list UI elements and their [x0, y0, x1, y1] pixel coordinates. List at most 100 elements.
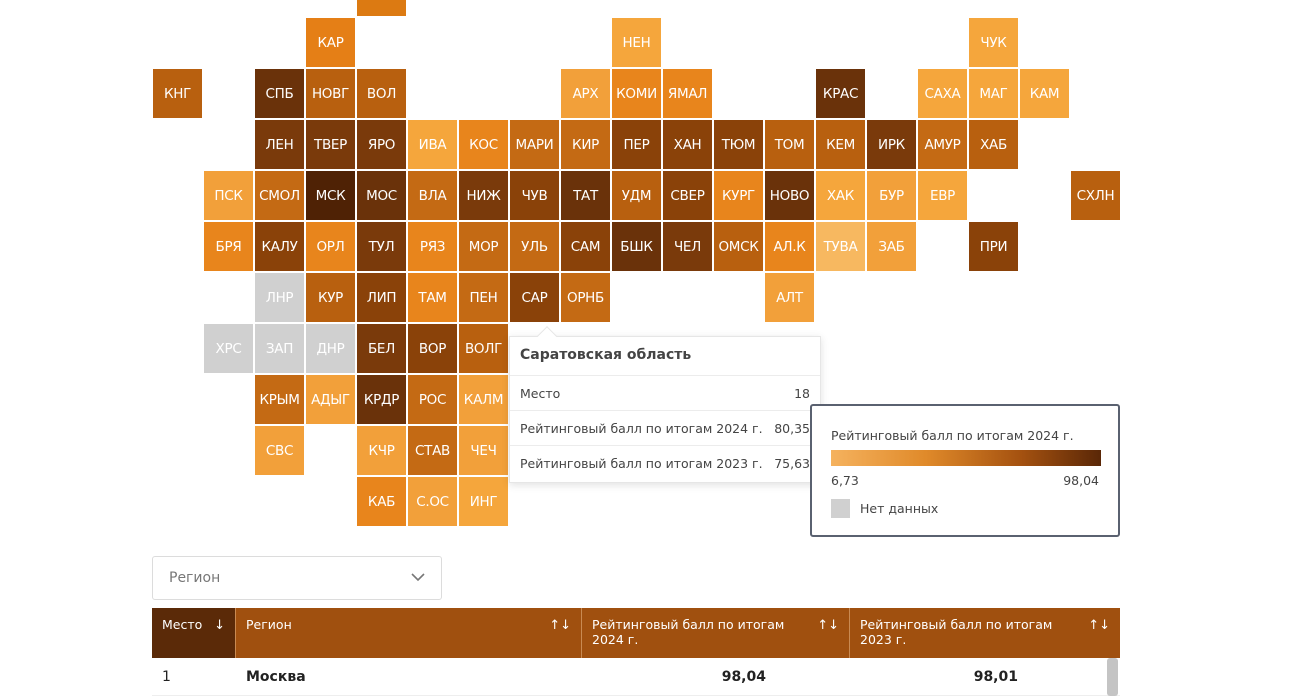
region-tile-irk[interactable]: ИРК [867, 120, 916, 169]
region-tile-bshk[interactable]: БШК [612, 222, 661, 271]
region-tile-ing[interactable]: ИНГ [459, 477, 508, 526]
region-tile-ornb[interactable]: ОРНБ [561, 273, 610, 322]
region-tile-yamal[interactable]: ЯМАЛ [663, 69, 712, 118]
region-tile-brya[interactable]: БРЯ [204, 222, 253, 271]
chevron-down-icon [411, 573, 425, 582]
region-tile-krdr[interactable]: КРДР [357, 375, 406, 424]
region-tile-orl[interactable]: ОРЛ [306, 222, 355, 271]
region-tile-volg[interactable]: ВОЛГ [459, 324, 508, 373]
region-tile-kur[interactable]: КУР [306, 273, 355, 322]
region-tile-alk[interactable]: АЛ.К [765, 222, 814, 271]
region-tile-vla[interactable]: ВЛА [408, 171, 457, 220]
region-tile-alt[interactable]: АЛТ [765, 273, 814, 322]
region-tile-tuva[interactable]: ТУВА [816, 222, 865, 271]
region-tile-spb[interactable]: СПБ [255, 69, 304, 118]
region-tile-krym[interactable]: КРЫМ [255, 375, 304, 424]
region-tile-tam[interactable]: ТАМ [408, 273, 457, 322]
region-tile-novg[interactable]: НОВГ [306, 69, 355, 118]
region-tile-top[interactable] [357, 0, 406, 16]
region-tile-mor[interactable]: МОР [459, 222, 508, 271]
header-region[interactable]: Регион ↑↓ [236, 608, 582, 658]
region-tile-per[interactable]: ПЕР [612, 120, 661, 169]
region-tile-shln[interactable]: СХЛН [1071, 171, 1120, 220]
region-tile-nen[interactable]: НЕН [612, 18, 661, 67]
region-tile-hab[interactable]: ХАБ [969, 120, 1018, 169]
region-tile-tyum[interactable]: ТЮМ [714, 120, 763, 169]
header-place[interactable]: Место ↓ [152, 608, 236, 658]
region-tile-kchr[interactable]: КЧР [357, 426, 406, 475]
cell-score-2024: 98,04 [721, 668, 766, 685]
region-tile-tver[interactable]: ТВЕР [306, 120, 355, 169]
region-tile-evr[interactable]: ЕВР [918, 171, 967, 220]
region-tile-len[interactable]: ЛЕН [255, 120, 304, 169]
region-tile-iva[interactable]: ИВА [408, 120, 457, 169]
region-tile-kng[interactable]: КНГ [153, 69, 202, 118]
region-tile-udm[interactable]: УДМ [612, 171, 661, 220]
table-row[interactable]: 1 Москва 98,04 98,01 [152, 658, 1120, 696]
region-tile-arh[interactable]: АРХ [561, 69, 610, 118]
region-tile-vor[interactable]: ВОР [408, 324, 457, 373]
region-tile-smol[interactable]: СМОЛ [255, 171, 304, 220]
region-tile-novo[interactable]: НОВО [765, 171, 814, 220]
region-tile-stav[interactable]: СТАВ [408, 426, 457, 475]
region-tile-kab[interactable]: КАБ [357, 477, 406, 526]
region-tile-kalm[interactable]: КАЛМ [459, 375, 508, 424]
region-tile-ul[interactable]: УЛЬ [510, 222, 559, 271]
region-tile-kalu[interactable]: КАЛУ [255, 222, 304, 271]
region-tile-lip[interactable]: ЛИП [357, 273, 406, 322]
region-tile-omsk[interactable]: ОМСК [714, 222, 763, 271]
region-select[interactable]: Регион [152, 556, 442, 600]
region-tile-hrs[interactable]: ХРС [204, 324, 253, 373]
region-tile-saha[interactable]: САХА [918, 69, 967, 118]
region-tile-chel[interactable]: ЧЕЛ [663, 222, 712, 271]
tooltip-label: Место [520, 385, 561, 401]
sort-icon: ↓ [214, 618, 225, 633]
region-tile-pri[interactable]: ПРИ [969, 222, 1018, 271]
region-tile-kar[interactable]: КАР [306, 18, 355, 67]
region-tile-msk[interactable]: МСК [306, 171, 355, 220]
legend-gradient-bar [831, 450, 1101, 466]
region-tile-yaro[interactable]: ЯРО [357, 120, 406, 169]
region-tile-mag[interactable]: МАГ [969, 69, 1018, 118]
region-tile-chech[interactable]: ЧЕЧ [459, 426, 508, 475]
region-tile-mos[interactable]: МОС [357, 171, 406, 220]
region-tile-bel[interactable]: БЕЛ [357, 324, 406, 373]
region-tile-sam[interactable]: САМ [561, 222, 610, 271]
region-tile-ryaz[interactable]: РЯЗ [408, 222, 457, 271]
region-tile-zap[interactable]: ЗАП [255, 324, 304, 373]
table-scrollbar[interactable] [1107, 658, 1118, 696]
region-tile-chuv[interactable]: ЧУВ [510, 171, 559, 220]
region-tile-kras[interactable]: КРАС [816, 69, 865, 118]
region-tile-han[interactable]: ХАН [663, 120, 712, 169]
region-tile-bur[interactable]: БУР [867, 171, 916, 220]
region-tile-pen[interactable]: ПЕН [459, 273, 508, 322]
region-tile-hak[interactable]: ХАК [816, 171, 865, 220]
region-tile-komi[interactable]: КОМИ [612, 69, 661, 118]
region-tile-kem[interactable]: КЕМ [816, 120, 865, 169]
region-tile-kos[interactable]: КОС [459, 120, 508, 169]
region-tile-sos[interactable]: С.ОС [408, 477, 457, 526]
region-tile-kurg[interactable]: КУРГ [714, 171, 763, 220]
region-tile-lnr[interactable]: ЛНР [255, 273, 304, 322]
region-tile-chuk[interactable]: ЧУК [969, 18, 1018, 67]
region-tile-mari[interactable]: МАРИ [510, 120, 559, 169]
region-tile-dnr[interactable]: ДНР [306, 324, 355, 373]
header-score-2024[interactable]: Рейтинговый балл по итогам 2024 г. ↑↓ [582, 608, 850, 658]
region-tile-kam[interactable]: КАМ [1020, 69, 1069, 118]
region-tile-vol[interactable]: ВОЛ [357, 69, 406, 118]
header-score-2023[interactable]: Рейтинговый балл по итогам 2023 г. ↑↓ [850, 608, 1120, 658]
region-tile-kir[interactable]: КИР [561, 120, 610, 169]
region-tile-nizh[interactable]: НИЖ [459, 171, 508, 220]
region-tile-svs[interactable]: СВС [255, 426, 304, 475]
region-tile-tul[interactable]: ТУЛ [357, 222, 406, 271]
region-tile-sver[interactable]: СВЕР [663, 171, 712, 220]
region-tile-psk[interactable]: ПСК [204, 171, 253, 220]
region-tile-tat[interactable]: ТАТ [561, 171, 610, 220]
region-tile-zab[interactable]: ЗАБ [867, 222, 916, 271]
region-tile-tom[interactable]: ТОМ [765, 120, 814, 169]
legend-max: 98,04 [1063, 473, 1099, 488]
region-tile-amur[interactable]: АМУР [918, 120, 967, 169]
region-tile-sar[interactable]: САР [510, 273, 559, 322]
region-tile-adyg[interactable]: АДЫГ [306, 375, 355, 424]
region-tile-ros[interactable]: РОС [408, 375, 457, 424]
